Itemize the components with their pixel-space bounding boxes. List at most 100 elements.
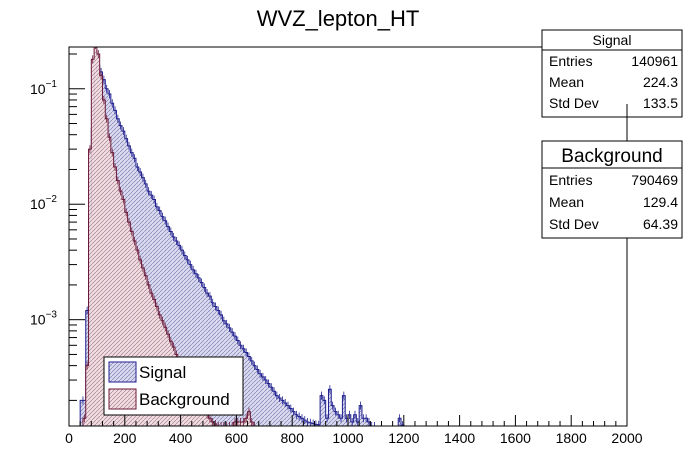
x-tick-label: 0 <box>65 430 73 446</box>
histogram-bin <box>255 369 259 426</box>
x-tick-label: 2000 <box>611 430 642 446</box>
histogram-bin <box>275 395 279 426</box>
x-tick-label: 1000 <box>332 430 363 446</box>
chart-title: WVZ_lepton_HT <box>257 6 420 31</box>
histogram-bin <box>94 47 97 426</box>
histogram-bin <box>281 400 284 426</box>
histogram-bin <box>261 376 265 426</box>
stats-value: 133.5 <box>643 95 678 111</box>
histogram-bin <box>247 411 251 426</box>
histogram-bin <box>188 264 192 426</box>
histogram-bin <box>180 250 184 426</box>
plot-area <box>79 47 405 426</box>
histogram-bin <box>322 400 326 426</box>
histogram-bin <box>348 414 351 426</box>
histogram-bin <box>102 99 106 426</box>
histogram-bin <box>166 226 170 426</box>
histogram-bin <box>342 395 346 426</box>
legend-label: Signal <box>139 363 186 382</box>
histogram-bin <box>96 54 100 426</box>
x-tick-label: 200 <box>113 430 137 446</box>
histogram-bin <box>269 387 273 426</box>
histogram-bin <box>297 416 301 426</box>
histogram-bin <box>283 402 287 426</box>
histogram-bin <box>99 75 103 426</box>
histogram-bin <box>200 405 203 426</box>
histogram-bin <box>175 241 178 426</box>
histogram-bin <box>124 212 128 426</box>
histogram-bin <box>253 365 256 426</box>
histogram-bin <box>336 414 340 426</box>
stats-box-frame <box>541 29 683 118</box>
histogram-bin <box>119 191 123 426</box>
histogram-bin <box>250 360 254 426</box>
histogram-bin <box>122 199 125 426</box>
histogram-bin <box>359 405 362 426</box>
histogram-bin <box>191 269 195 426</box>
histogram-bin <box>138 259 142 426</box>
histogram-bin <box>141 268 145 426</box>
stats-label: Entries <box>549 53 593 69</box>
histogram-bin <box>247 356 251 426</box>
stats-box-title: Background <box>561 146 662 167</box>
legend-swatch <box>108 388 137 410</box>
x-tick-label: 1200 <box>388 430 419 446</box>
histogram-bin <box>135 250 139 426</box>
stats-box-background: Background Entries 790469 Mean 129.4 Std Dev 6… <box>541 140 683 239</box>
stats-label: Entries <box>549 172 593 188</box>
histogram-bin <box>110 152 114 426</box>
histogram-bin <box>105 118 109 426</box>
legend: Signal Background <box>103 356 244 416</box>
histogram-bin <box>80 400 86 426</box>
y-tick-label: 10−2 <box>30 194 57 212</box>
stats-value: 64.39 <box>643 216 678 232</box>
histogram-bin <box>127 222 131 426</box>
x-tick-label: 1800 <box>556 430 587 446</box>
stats-label: Mean <box>549 74 584 90</box>
histogram-bin <box>320 395 323 426</box>
stats-value: 129.4 <box>643 194 678 210</box>
y-tick-label: 10−3 <box>30 310 57 328</box>
x-tick-label: 1400 <box>444 430 475 446</box>
stats-label: Mean <box>549 194 584 210</box>
legend-label: Background <box>139 390 230 409</box>
y-tick-label: 10−1 <box>30 79 57 97</box>
histogram-bin <box>205 414 209 426</box>
histogram-bin <box>177 245 181 426</box>
histogram-bin <box>264 380 268 426</box>
histogram-bin <box>202 411 206 426</box>
histogram-bin <box>267 383 270 426</box>
stats-label: Std Dev <box>549 95 599 111</box>
histogram-bin <box>108 137 111 426</box>
histogram-bin <box>133 241 136 426</box>
histogram-bin <box>294 414 298 426</box>
x-tick-label: 600 <box>225 430 249 446</box>
histogram-bin <box>200 282 203 426</box>
histogram-bin <box>292 411 295 426</box>
histogram-bin <box>272 391 276 426</box>
series-outline <box>82 47 256 426</box>
stats-box-title: Signal <box>593 32 632 48</box>
histogram-bin <box>278 397 282 426</box>
histogram-bin <box>85 365 89 426</box>
histogram-bin <box>144 275 148 426</box>
histogram-bin <box>331 405 335 426</box>
histogram-bin <box>113 167 117 426</box>
x-tick-label: 1600 <box>500 430 531 446</box>
histogram-bin <box>244 352 248 426</box>
stats-value: 224.3 <box>643 74 678 90</box>
stats-value: 140961 <box>631 53 678 69</box>
series-background <box>82 47 256 426</box>
histogram-bin <box>172 237 176 426</box>
histogram-bin <box>197 277 201 426</box>
stats-box-frame <box>541 140 683 239</box>
histogram-bin <box>289 408 293 426</box>
histogram-bin <box>116 180 120 426</box>
histogram-bin <box>186 259 189 426</box>
stats-label: Std Dev <box>549 216 599 232</box>
x-tick-label: 400 <box>169 430 193 446</box>
legend-swatch <box>108 361 137 383</box>
